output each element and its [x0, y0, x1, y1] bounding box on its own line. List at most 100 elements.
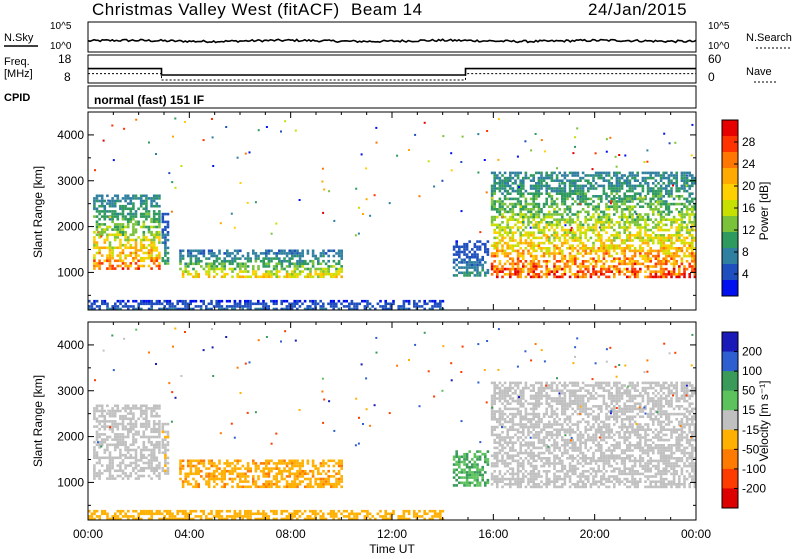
- power-echo-cell: [371, 305, 374, 308]
- power-echo-cell: [569, 244, 572, 247]
- power-echo-cell: [675, 190, 678, 193]
- power-echo-cell: [631, 195, 634, 198]
- power-echo-cell: [242, 270, 245, 273]
- power-echo-cell: [403, 305, 406, 308]
- power-echo-cell: [673, 218, 676, 221]
- velocity-echo-cell: [158, 441, 161, 444]
- velocity-echo-cell: [124, 454, 127, 457]
- velocity-echo-cell: [262, 486, 265, 489]
- velocity-echo-cell: [218, 478, 221, 481]
- power-echo-cell: [644, 221, 647, 224]
- velocity-echo-cell: [93, 475, 96, 478]
- power-echo-cell: [608, 208, 611, 211]
- velocity-echo-cell: [255, 462, 258, 465]
- power-echo-cell: [551, 252, 554, 255]
- power-echo-cell: [466, 256, 469, 259]
- power-echo-cell: [584, 247, 587, 250]
- velocity-echo-cell: [247, 475, 250, 478]
- power-echo-cell: [681, 257, 684, 260]
- power-echo-cell: [532, 257, 535, 260]
- power-echo-cell: [281, 265, 284, 268]
- power-echo-cell: [540, 276, 543, 279]
- velocity-echo-cell: [223, 478, 226, 481]
- power-echo-cell: [566, 205, 569, 208]
- power-echo-cell: [307, 252, 310, 255]
- velocity-echo-cell: [291, 486, 294, 489]
- power-echo-cell: [587, 187, 590, 190]
- power-echo-cell: [564, 185, 567, 188]
- velocity-echo-cell: [484, 458, 487, 461]
- power-echo-cell: [574, 276, 577, 279]
- power-echo-cell: [668, 250, 671, 253]
- power-echo-cell: [512, 263, 515, 266]
- power-echo-cell: [309, 270, 312, 273]
- power-echo-cell: [461, 261, 464, 264]
- power-echo-cell: [577, 216, 580, 219]
- velocity-echo-cell: [525, 400, 528, 403]
- velocity-echo-cell: [119, 454, 122, 457]
- velocity-echo-cell: [506, 402, 509, 405]
- power-echo-cell: [662, 174, 665, 177]
- power-echo-cell: [101, 202, 104, 205]
- velocity-echo-cell: [458, 456, 461, 459]
- power-echo-cell: [564, 200, 567, 203]
- power-echo-cell: [474, 261, 477, 264]
- power-echo-cell: [247, 270, 250, 273]
- power-echo-cell: [257, 300, 260, 303]
- power-echo-cell: [636, 192, 639, 195]
- velocity-echo-cell: [527, 418, 530, 421]
- power-echo-cell: [574, 239, 577, 242]
- power-echo-cell: [600, 244, 603, 247]
- power-echo-cell: [252, 303, 255, 306]
- power-echo-cell: [158, 262, 161, 265]
- velocity-echo-cell: [140, 410, 143, 413]
- power-echo-cell: [499, 234, 502, 237]
- power-echo-cell: [504, 187, 507, 190]
- velocity-echo-cell: [530, 423, 533, 426]
- velocity-echo-cell: [291, 467, 294, 470]
- velocity-echo-cell: [98, 459, 101, 462]
- power-echo-cell: [187, 270, 190, 273]
- velocity-echo-cell: [156, 407, 159, 410]
- velocity-echo-cell: [162, 444, 165, 447]
- power-echo-cell: [111, 210, 114, 213]
- velocity-echo-cell: [164, 457, 167, 460]
- power-echo-cell: [166, 303, 169, 306]
- velocity-echo-cell: [98, 472, 101, 475]
- power-echo-cell: [114, 195, 117, 198]
- velocity-echo-cell: [493, 480, 496, 483]
- power-echo-cell: [275, 270, 278, 273]
- power-echo-cell: [522, 218, 525, 221]
- power-echo-cell: [579, 200, 582, 203]
- power-echo-cell: [156, 202, 159, 205]
- velocity-echo-cell: [320, 465, 323, 468]
- power-echo-cell: [571, 260, 574, 263]
- power-echo-cell: [234, 255, 237, 258]
- power-echo-cell: [171, 303, 174, 306]
- velocity-echo-cell: [132, 425, 135, 428]
- velocity-echo-cell: [512, 421, 515, 424]
- power-echo-cell: [686, 200, 689, 203]
- velocity-echo-cell: [499, 408, 502, 411]
- power-echo-cell: [639, 200, 642, 203]
- power-echo-cell: [519, 179, 522, 182]
- power-echo-cell: [603, 226, 606, 229]
- velocity-echo-cell: [340, 460, 343, 463]
- power-echo-cell: [509, 257, 512, 260]
- power-echo-cell: [657, 182, 660, 185]
- velocity-echo-cell: [140, 436, 143, 439]
- power-echo-cell: [629, 226, 632, 229]
- velocity-echo-cell: [493, 462, 496, 465]
- power-echo-cell: [93, 300, 96, 303]
- power-echo-cell: [639, 197, 641, 199]
- power-echo-cell: [307, 250, 310, 253]
- velocity-echo-cell: [532, 447, 535, 450]
- velocity-echo-cell: [158, 425, 161, 428]
- velocity-echo-cell: [247, 470, 250, 473]
- power-echo-cell: [299, 252, 302, 255]
- power-echo-cell: [655, 179, 658, 182]
- power-echo-cell: [595, 174, 598, 177]
- power-echo-cell: [362, 213, 364, 215]
- power-echo-cell: [525, 190, 528, 193]
- power-echo-cell: [569, 172, 572, 175]
